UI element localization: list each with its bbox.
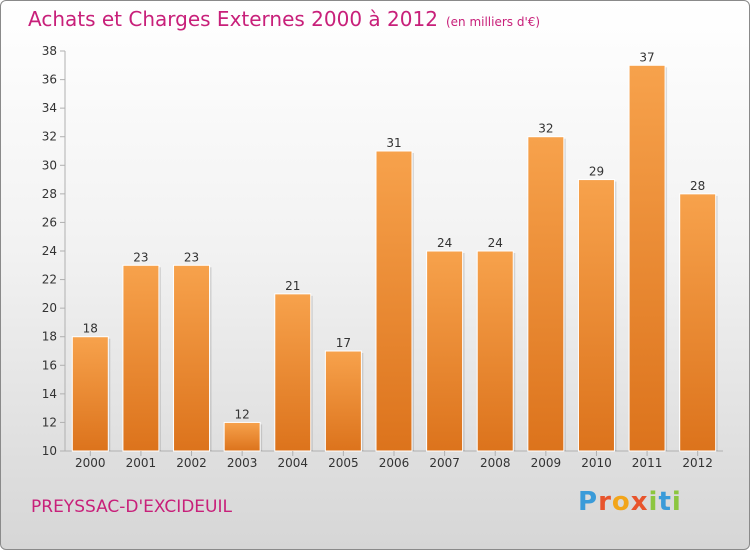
x-tick-label: 2001 <box>126 456 157 470</box>
x-tick-label: 2002 <box>176 456 207 470</box>
bar <box>375 150 413 452</box>
y-tick-label: 32 <box>42 130 57 144</box>
y-tick-label: 16 <box>42 358 57 372</box>
x-tick-label: 2004 <box>277 456 308 470</box>
x-tick-label: 2003 <box>227 456 258 470</box>
bar-value-label: 24 <box>437 236 452 250</box>
y-tick-label: 20 <box>42 301 57 315</box>
y-tick-label: 14 <box>42 387 57 401</box>
bar <box>71 336 109 452</box>
bar <box>426 250 464 452</box>
bar <box>527 136 565 452</box>
bar <box>122 264 160 452</box>
bar <box>679 193 717 452</box>
x-tick-label: 2000 <box>75 456 106 470</box>
x-tick-label: 2011 <box>632 456 663 470</box>
y-tick-label: 24 <box>42 244 57 258</box>
bar-value-label: 32 <box>538 122 553 136</box>
y-tick-label: 22 <box>42 273 57 287</box>
bar-value-label: 23 <box>184 250 199 264</box>
bar <box>274 293 312 452</box>
y-tick-label: 34 <box>42 101 57 115</box>
bar-value-label: 18 <box>83 322 98 336</box>
y-tick-label: 26 <box>42 215 57 229</box>
bar <box>577 179 615 452</box>
x-tick-label: 2012 <box>682 456 713 470</box>
bar-value-label: 12 <box>235 407 250 421</box>
bar-value-label: 31 <box>386 136 401 150</box>
logo-letter: t <box>658 487 672 517</box>
logo-letter: r <box>598 487 612 517</box>
bar-value-label: 21 <box>285 279 300 293</box>
x-tick-label: 2007 <box>429 456 460 470</box>
y-tick-label: 10 <box>42 444 57 458</box>
bar-value-label: 17 <box>336 336 351 350</box>
logo-letter: i <box>648 487 659 517</box>
bar-value-label: 37 <box>639 50 654 64</box>
y-tick-label: 30 <box>42 158 57 172</box>
y-tick-label: 28 <box>42 187 57 201</box>
proxiti-logo[interactable]: Proxiti <box>578 487 682 517</box>
y-tick-label: 38 <box>42 44 57 58</box>
y-tick-label: 36 <box>42 73 57 87</box>
logo-letter: o <box>611 487 631 517</box>
x-tick-label: 2006 <box>379 456 410 470</box>
bar <box>324 350 362 452</box>
bar <box>223 421 261 452</box>
y-tick-label: 12 <box>42 415 57 429</box>
commune-name: PREYSSAC-D'EXCIDEUIL <box>31 497 232 517</box>
x-tick-label: 2010 <box>581 456 612 470</box>
logo-letter: x <box>630 487 649 517</box>
bar <box>628 64 666 452</box>
chart-title-text: Achats et Charges Externes 2000 à 2012 <box>28 7 438 31</box>
chart-subtitle: (en milliers d'€) <box>445 15 541 29</box>
bar-value-label: 23 <box>133 250 148 264</box>
x-tick-label: 2009 <box>531 456 562 470</box>
logo-letter: i <box>671 487 682 517</box>
bar <box>173 264 211 452</box>
x-tick-label: 2008 <box>480 456 511 470</box>
y-tick-label: 18 <box>42 330 57 344</box>
bar-value-label: 29 <box>589 165 604 179</box>
chart-title: Achats et Charges Externes 2000 à 2012 (e… <box>28 7 540 31</box>
bar <box>476 250 514 452</box>
bar-value-label: 28 <box>690 179 705 193</box>
bar-value-label: 24 <box>488 236 503 250</box>
logo-letter: P <box>578 487 599 517</box>
x-tick-label: 2005 <box>328 456 359 470</box>
